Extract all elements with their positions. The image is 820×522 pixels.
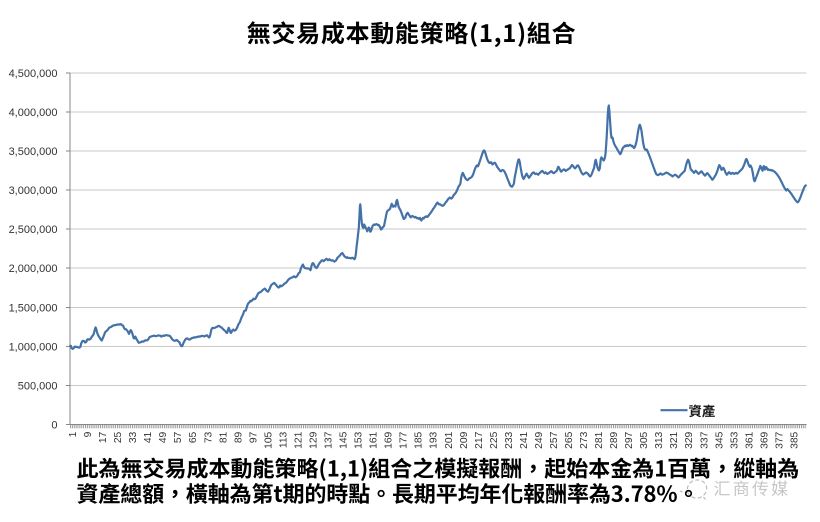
svg-text:89: 89 xyxy=(233,431,244,443)
svg-text:281: 281 xyxy=(594,431,605,448)
svg-text:2,500,000: 2,500,000 xyxy=(9,224,58,236)
svg-text:265: 265 xyxy=(564,431,575,448)
svg-text:105: 105 xyxy=(263,431,274,448)
svg-text:4,000,000: 4,000,000 xyxy=(9,107,58,119)
svg-text:193: 193 xyxy=(429,431,440,448)
svg-text:297: 297 xyxy=(624,431,635,448)
svg-text:2,000,000: 2,000,000 xyxy=(9,263,58,275)
svg-text:321: 321 xyxy=(669,431,680,448)
svg-text:121: 121 xyxy=(294,431,305,448)
svg-text:113: 113 xyxy=(278,431,289,448)
svg-text:17: 17 xyxy=(98,431,109,443)
svg-text:1,500,000: 1,500,000 xyxy=(9,302,58,314)
svg-text:3,500,000: 3,500,000 xyxy=(9,146,58,158)
svg-text:361: 361 xyxy=(744,431,755,448)
svg-text:369: 369 xyxy=(759,431,770,448)
svg-text:177: 177 xyxy=(399,431,410,448)
svg-text:153: 153 xyxy=(354,431,365,448)
svg-text:273: 273 xyxy=(579,431,590,448)
svg-text:0: 0 xyxy=(51,420,57,432)
svg-text:257: 257 xyxy=(549,431,560,448)
svg-text:185: 185 xyxy=(414,431,425,448)
svg-text:201: 201 xyxy=(444,431,455,448)
svg-text:249: 249 xyxy=(534,431,545,448)
svg-text:217: 217 xyxy=(474,431,485,448)
svg-text:313: 313 xyxy=(654,431,665,448)
svg-text:233: 233 xyxy=(504,431,515,448)
svg-text:1: 1 xyxy=(68,431,79,437)
svg-text:289: 289 xyxy=(609,431,620,448)
svg-text:41: 41 xyxy=(143,431,154,443)
svg-text:377: 377 xyxy=(774,431,785,448)
svg-text:241: 241 xyxy=(519,431,530,448)
svg-text:57: 57 xyxy=(173,431,184,443)
svg-text:1,000,000: 1,000,000 xyxy=(9,341,58,353)
svg-text:4,500,000: 4,500,000 xyxy=(9,68,58,80)
svg-text:225: 225 xyxy=(489,431,500,448)
svg-text:65: 65 xyxy=(188,431,199,443)
svg-text:9: 9 xyxy=(83,431,94,437)
svg-text:209: 209 xyxy=(459,431,470,448)
svg-text:169: 169 xyxy=(384,431,395,448)
svg-text:353: 353 xyxy=(729,431,740,448)
svg-text:305: 305 xyxy=(639,431,650,448)
svg-text:81: 81 xyxy=(218,431,229,443)
svg-text:145: 145 xyxy=(339,431,350,448)
svg-text:500,000: 500,000 xyxy=(18,380,58,392)
svg-text:345: 345 xyxy=(714,431,725,448)
svg-text:337: 337 xyxy=(699,431,710,448)
svg-text:3,000,000: 3,000,000 xyxy=(9,185,58,197)
svg-text:329: 329 xyxy=(684,431,695,448)
svg-text:161: 161 xyxy=(369,431,380,448)
svg-text:129: 129 xyxy=(309,431,320,448)
svg-text:25: 25 xyxy=(113,431,124,443)
svg-text:49: 49 xyxy=(158,431,169,443)
svg-text:385: 385 xyxy=(789,431,800,448)
svg-text:33: 33 xyxy=(128,431,139,443)
svg-text:73: 73 xyxy=(203,431,214,443)
svg-text:137: 137 xyxy=(324,431,335,448)
svg-text:97: 97 xyxy=(248,431,259,443)
